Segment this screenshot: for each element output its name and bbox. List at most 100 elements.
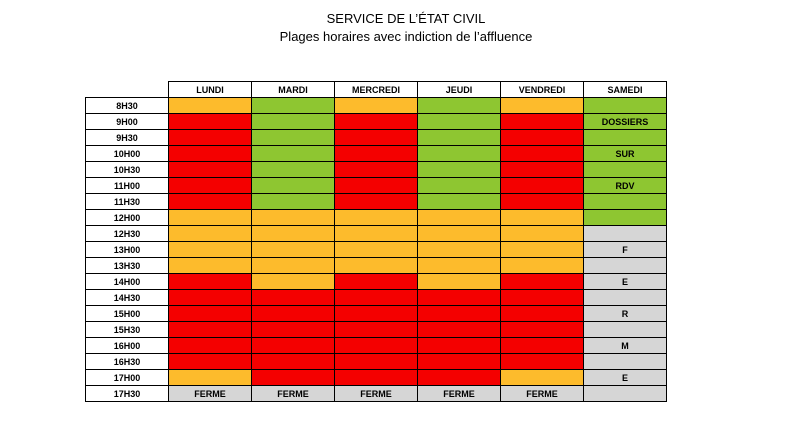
slot-cell	[583, 161, 667, 178]
slot-cell	[417, 305, 501, 322]
time-slot-label: 15H00	[85, 305, 169, 322]
slot-cell	[583, 385, 667, 402]
slot-cell	[500, 161, 584, 178]
time-slot-label: 13H30	[85, 257, 169, 274]
schedule-table: LUNDI MARDI MERCREDI JEUDI VENDREDI SAME…	[85, 81, 667, 402]
slot-cell: FERME	[168, 385, 252, 402]
slot-cell	[334, 97, 418, 114]
slot-cell	[251, 225, 335, 242]
slot-cell	[251, 177, 335, 194]
document-subtitle: Plages horaires avec indiction de l’affl…	[279, 29, 533, 44]
slot-cell	[168, 289, 252, 306]
slot-cell	[417, 273, 501, 290]
table-row: 9H00 DOSSIERS	[85, 113, 667, 130]
time-slot-label: 9H30	[85, 129, 169, 146]
slot-cell	[500, 193, 584, 210]
slot-cell	[417, 129, 501, 146]
table-row: 15H00 R	[85, 305, 667, 322]
slot-cell	[168, 145, 252, 162]
time-slot-label: 13H00	[85, 241, 169, 258]
slot-cell: RDV	[583, 177, 667, 194]
slot-cell	[500, 145, 584, 162]
slot-cell	[251, 257, 335, 274]
slot-cell	[500, 369, 584, 386]
corner-cell	[86, 82, 169, 98]
slot-cell: E	[583, 273, 667, 290]
slot-cell	[334, 241, 418, 258]
slot-cell	[251, 161, 335, 178]
slot-cell: FERME	[500, 385, 584, 402]
slot-cell	[334, 337, 418, 354]
slot-cell	[251, 97, 335, 114]
slot-cell	[168, 113, 252, 130]
time-slot-label: 14H00	[85, 273, 169, 290]
slot-cell	[168, 321, 252, 338]
slot-cell	[583, 129, 667, 146]
time-slot-label: 17H30	[85, 385, 169, 402]
slot-cell	[500, 321, 584, 338]
slot-cell	[500, 209, 584, 226]
slot-cell	[583, 97, 667, 114]
slot-cell	[500, 225, 584, 242]
table-row: 16H00 M	[85, 337, 667, 354]
slot-cell	[251, 145, 335, 162]
table-row: 11H30	[85, 193, 667, 210]
slot-cell	[334, 257, 418, 274]
slot-cell	[500, 289, 584, 306]
table-row: 17H00 E	[85, 369, 667, 386]
slot-cell	[168, 305, 252, 322]
slot-cell	[500, 337, 584, 354]
slot-cell	[334, 353, 418, 370]
table-row: 17H30 FERME FERME FERME FERME FERME	[85, 385, 667, 402]
slot-cell	[417, 337, 501, 354]
slot-cell	[500, 129, 584, 146]
slot-cell	[583, 193, 667, 210]
slot-cell: R	[583, 305, 667, 322]
table-row: 14H30	[85, 289, 667, 306]
slot-cell	[417, 225, 501, 242]
slot-cell	[334, 369, 418, 386]
slot-cell	[168, 225, 252, 242]
table-row: 16H30	[85, 353, 667, 370]
slot-cell	[168, 209, 252, 226]
time-slot-label: 16H00	[85, 337, 169, 354]
slot-cell: DOSSIERS	[583, 113, 667, 130]
slot-cell	[251, 113, 335, 130]
table-row: 10H30	[85, 161, 667, 178]
slot-cell	[251, 273, 335, 290]
slot-cell	[583, 353, 667, 370]
slot-cell	[417, 113, 501, 130]
document-title: SERVICE DE L’ÉTAT CIVIL	[326, 11, 486, 26]
table-row: 13H30	[85, 257, 667, 274]
slot-cell	[500, 353, 584, 370]
slot-cell	[334, 161, 418, 178]
day-header-vendredi: VENDREDI	[500, 81, 584, 98]
slot-cell	[168, 353, 252, 370]
time-slot-label: 12H00	[85, 209, 169, 226]
header-row: LUNDI MARDI MERCREDI JEUDI VENDREDI SAME…	[86, 81, 667, 98]
slot-cell	[168, 161, 252, 178]
time-slot-label: 10H00	[85, 145, 169, 162]
slot-cell	[251, 129, 335, 146]
slot-cell	[417, 321, 501, 338]
slot-cell	[334, 289, 418, 306]
slot-cell	[168, 177, 252, 194]
slot-cell	[334, 321, 418, 338]
slot-cell	[417, 353, 501, 370]
slot-cell	[334, 145, 418, 162]
day-header-jeudi: JEUDI	[417, 81, 501, 98]
slot-cell	[500, 97, 584, 114]
slot-cell	[500, 273, 584, 290]
time-slot-label: 11H30	[85, 193, 169, 210]
table-row: 13H00 F	[85, 241, 667, 258]
slot-cell: FERME	[417, 385, 501, 402]
table-row: 8H30	[85, 97, 667, 114]
slot-cell	[168, 241, 252, 258]
slot-cell	[251, 337, 335, 354]
slot-cell	[168, 257, 252, 274]
time-slot-label: 15H30	[85, 321, 169, 338]
table-row: 12H00	[85, 209, 667, 226]
day-header-mardi: MARDI	[251, 81, 335, 98]
table-row: 14H00 E	[85, 273, 667, 290]
slot-cell	[583, 257, 667, 274]
